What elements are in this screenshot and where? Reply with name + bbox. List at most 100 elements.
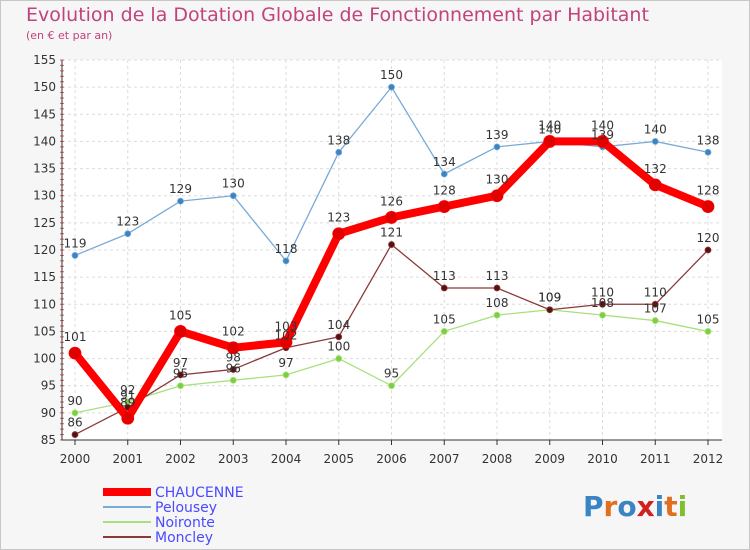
- x-tick-label: 2006: [376, 452, 407, 466]
- data-label-chaucenne: 103: [275, 319, 298, 333]
- data-label-moncley: 113: [433, 269, 456, 283]
- data-label-pelousey: 138: [697, 133, 720, 147]
- data-label-noironte: 108: [591, 296, 614, 310]
- data-label-moncley: 110: [644, 285, 667, 299]
- data-label-moncley: 110: [591, 285, 614, 299]
- logo-letter: P: [583, 490, 604, 523]
- data-label-pelousey: 140: [538, 122, 561, 136]
- data-label-pelousey: 138: [327, 133, 350, 147]
- logo-letter: i: [655, 490, 665, 523]
- data-label-pelousey: 123: [116, 215, 139, 229]
- data-point-moncley: [335, 333, 343, 341]
- y-tick-label: 135: [33, 162, 56, 176]
- data-point-chaucenne: [332, 227, 346, 241]
- svg-text:Proxiti: Proxiti: [583, 490, 687, 523]
- data-label-moncley: 86: [67, 416, 82, 430]
- y-tick-label: 110: [33, 297, 56, 311]
- data-point-chaucenne: [701, 200, 715, 213]
- data-point-chaucenne: [437, 200, 451, 213]
- data-point-pelousey: [440, 170, 448, 178]
- data-label-noironte: 109: [538, 291, 561, 305]
- y-tick-label: 105: [33, 324, 56, 338]
- data-point-chaucenne: [648, 178, 662, 192]
- data-label-noironte: 105: [697, 312, 720, 326]
- legend-label-moncley: Moncley: [155, 530, 213, 546]
- x-tick-label: 2003: [218, 452, 249, 466]
- y-tick-label: 115: [33, 270, 56, 284]
- data-label-noironte: 108: [486, 296, 509, 310]
- data-label-noironte: 95: [384, 367, 399, 381]
- data-point-moncley: [229, 366, 237, 373]
- y-tick-label: 155: [33, 53, 56, 67]
- data-point-chaucenne: [490, 189, 504, 203]
- data-label-chaucenne: 101: [64, 330, 87, 344]
- y-tick-label: 140: [33, 134, 56, 148]
- y-tick-label: 95: [41, 379, 56, 393]
- logo-letter: r: [604, 490, 618, 523]
- data-point-noironte: [388, 382, 395, 390]
- data-point-pelousey: [71, 252, 79, 259]
- data-label-pelousey: 129: [169, 182, 192, 196]
- data-label-noironte: 100: [327, 340, 350, 354]
- data-label-moncley: 121: [380, 226, 403, 240]
- data-point-pelousey: [124, 230, 132, 238]
- data-label-noironte: 92: [120, 383, 135, 397]
- data-point-chaucenne: [543, 135, 557, 148]
- data-point-moncley: [546, 306, 554, 314]
- data-label-chaucenne: 102: [222, 325, 245, 339]
- data-point-noironte: [229, 376, 237, 384]
- data-point-chaucenne: [385, 211, 398, 224]
- data-point-moncley: [704, 246, 712, 254]
- data-label-moncley: 102: [275, 329, 298, 343]
- proxiti-logo: Proxiti: [583, 490, 687, 523]
- data-point-moncley: [440, 284, 448, 292]
- data-point-noironte: [704, 328, 712, 335]
- data-label-pelousey: 130: [222, 177, 245, 191]
- data-point-chaucenne: [596, 135, 609, 148]
- data-point-noironte: [599, 311, 606, 319]
- y-tick-label: 120: [33, 243, 56, 257]
- data-point-noironte: [493, 311, 501, 319]
- x-tick-label: 2004: [271, 452, 302, 466]
- data-label-moncley: 113: [486, 269, 509, 283]
- data-label-chaucenne: 128: [433, 184, 456, 198]
- data-point-chaucenne: [279, 335, 293, 349]
- data-label-noironte: 90: [67, 394, 82, 408]
- axes: 85 90 95 100 105 110 115 120 125 130 135 140 145 150 1…: [33, 53, 723, 466]
- data-point-noironte: [651, 317, 659, 324]
- logo-letter: o: [617, 490, 636, 523]
- legend-label-noironte: Noironte: [155, 515, 215, 531]
- data-label-chaucenne: 130: [486, 173, 509, 187]
- data-label-moncley: 98: [226, 350, 241, 364]
- data-label-noironte: 105: [433, 312, 456, 326]
- x-tick-label: 2011: [640, 452, 671, 466]
- x-tick-label: 2001: [112, 452, 143, 466]
- data-label-noironte: 97: [278, 356, 293, 370]
- data-point-pelousey: [177, 197, 184, 205]
- data-point-moncley: [388, 241, 395, 248]
- data-label-chaucenne: 126: [380, 194, 403, 208]
- data-point-pelousey: [493, 143, 501, 151]
- chart-subtitle: (en € et par an): [26, 29, 113, 42]
- y-tick-label: 90: [41, 406, 56, 420]
- data-label-pelousey: 134: [433, 155, 456, 169]
- data-label-pelousey: 140: [644, 122, 667, 136]
- data-point-noironte: [71, 409, 79, 417]
- data-label-noironte: 95: [173, 367, 188, 381]
- data-point-moncley: [493, 284, 501, 292]
- x-tick-label: 2007: [429, 452, 460, 466]
- logo-letter: t: [664, 490, 677, 523]
- y-tick-label: 125: [33, 216, 56, 230]
- x-tick-label: 2008: [482, 452, 513, 466]
- legend-label-chaucenne: CHAUCENNE: [155, 485, 244, 501]
- data-label-moncley: 91: [120, 388, 135, 402]
- x-tick-label: 2010: [587, 452, 618, 466]
- data-label-pelousey: 139: [591, 128, 614, 142]
- data-label-moncley: 97: [173, 356, 188, 370]
- chart-title: Evolution de la Dotation Globale de Fonc…: [26, 4, 649, 26]
- y-tick-label: 150: [33, 80, 56, 94]
- data-label-noironte: 96: [226, 361, 241, 375]
- data-point-moncley: [177, 371, 184, 379]
